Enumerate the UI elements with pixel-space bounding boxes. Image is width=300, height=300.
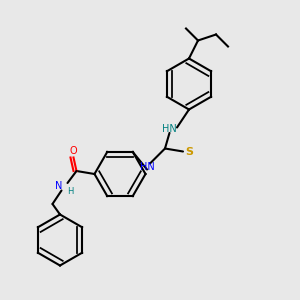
Text: S: S bbox=[185, 146, 193, 157]
Text: H: H bbox=[67, 188, 74, 196]
Text: HN: HN bbox=[140, 161, 154, 172]
Text: HN: HN bbox=[162, 124, 177, 134]
Text: N: N bbox=[55, 181, 62, 191]
Text: O: O bbox=[70, 146, 77, 157]
